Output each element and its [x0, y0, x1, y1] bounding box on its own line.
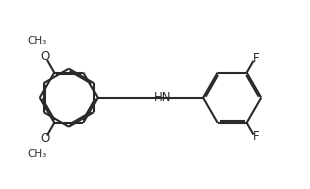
Text: CH₃: CH₃ — [27, 36, 46, 46]
Text: HN: HN — [153, 91, 171, 104]
Text: O: O — [41, 50, 50, 63]
Text: O: O — [41, 132, 50, 145]
Text: CH₃: CH₃ — [27, 149, 46, 159]
Text: F: F — [253, 130, 259, 143]
Text: F: F — [253, 52, 259, 65]
